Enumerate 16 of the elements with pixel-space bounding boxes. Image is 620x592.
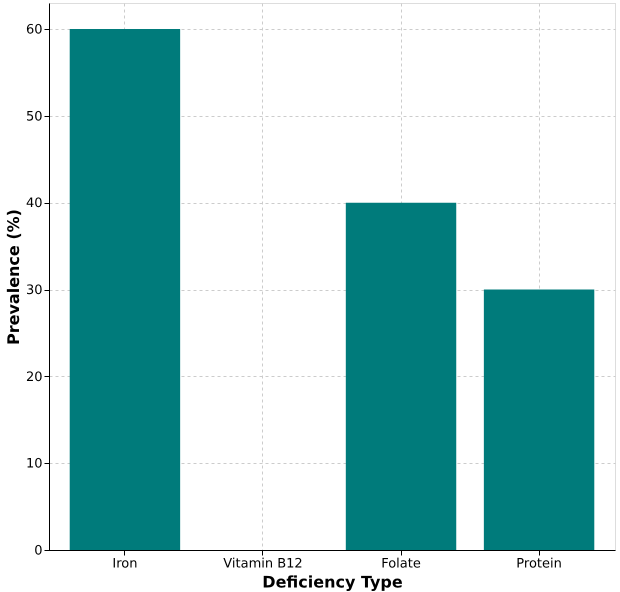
y-tick-label: 50 <box>26 109 42 124</box>
x-tick-label: Protein <box>516 556 562 572</box>
y-tick-label: 20 <box>26 370 42 385</box>
y-axis-title: Prevalence (%) <box>4 209 23 345</box>
y-tick-label: 10 <box>26 456 42 472</box>
x-tick-label: Folate <box>381 556 421 572</box>
y-tick-label: 60 <box>26 22 42 38</box>
x-tick-label: Iron <box>112 556 138 572</box>
bar <box>346 202 456 550</box>
y-tick-label: 30 <box>26 283 42 298</box>
y-tick-label: 0 <box>34 544 42 558</box>
y-tick-label: 40 <box>26 196 42 212</box>
x-tick-label: Vitamin B12 <box>223 556 303 572</box>
bar <box>484 290 594 550</box>
x-axis-title: Deficiency Type <box>262 572 403 592</box>
bar <box>70 29 180 550</box>
